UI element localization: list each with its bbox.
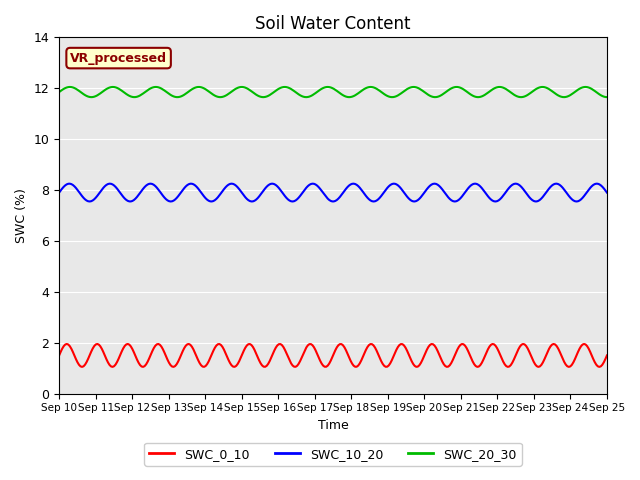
SWC_10_20: [55, 190, 63, 195]
SWC_10_20: [575, 198, 583, 204]
SWC_20_30: [219, 94, 227, 100]
SWC_20_30: [237, 84, 244, 90]
SWC_10_20: [240, 192, 248, 198]
SWC_10_20: [228, 181, 236, 187]
Line: SWC_0_10: SWC_0_10: [59, 344, 607, 367]
SWC_10_20: [249, 198, 257, 204]
X-axis label: Time: Time: [317, 419, 348, 432]
SWC_0_10: [55, 352, 63, 358]
SWC_10_20: [124, 198, 132, 204]
SWC_10_20: [86, 199, 93, 204]
SWC_0_10: [124, 341, 132, 347]
SWC_0_10: [574, 349, 582, 355]
SWC_20_30: [55, 89, 63, 95]
SWC_20_30: [295, 92, 303, 97]
Line: SWC_10_20: SWC_10_20: [59, 184, 607, 202]
SWC_0_10: [595, 364, 603, 370]
Line: SWC_20_30: SWC_20_30: [59, 87, 607, 97]
Legend: SWC_0_10, SWC_10_20, SWC_20_30: SWC_0_10, SWC_10_20, SWC_20_30: [145, 443, 522, 466]
Title: Soil Water Content: Soil Water Content: [255, 15, 411, 33]
SWC_20_30: [574, 87, 582, 93]
SWC_0_10: [248, 342, 255, 348]
Text: VR_processed: VR_processed: [70, 51, 167, 65]
SWC_10_20: [603, 190, 611, 195]
SWC_20_30: [122, 91, 130, 97]
SWC_0_10: [63, 341, 70, 347]
SWC_20_30: [603, 94, 611, 100]
SWC_20_30: [324, 84, 332, 90]
SWC_20_30: [246, 87, 253, 93]
SWC_10_20: [220, 186, 228, 192]
SWC_0_10: [239, 351, 246, 357]
SWC_0_10: [603, 352, 611, 358]
SWC_0_10: [296, 358, 304, 364]
SWC_0_10: [220, 347, 228, 352]
Y-axis label: SWC (%): SWC (%): [15, 188, 28, 243]
SWC_10_20: [298, 191, 306, 197]
